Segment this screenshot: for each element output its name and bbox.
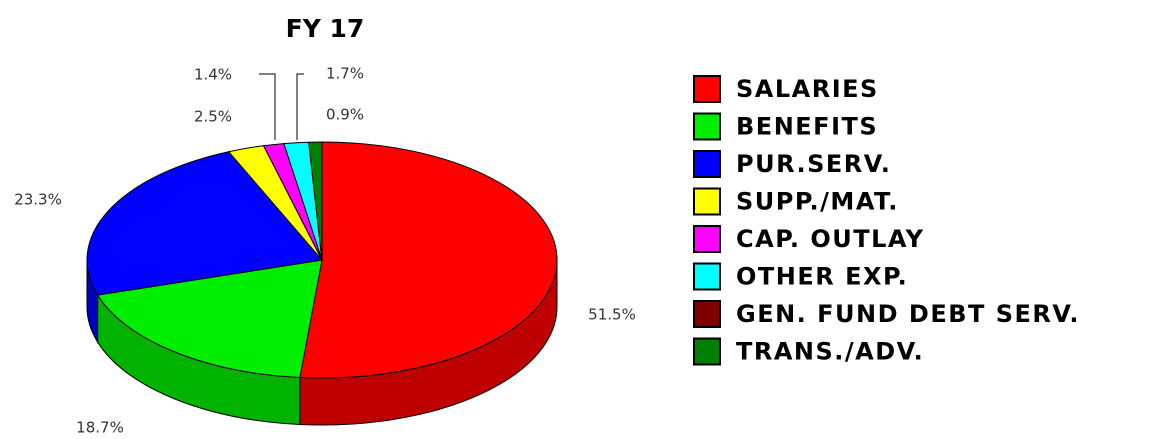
legend-swatch xyxy=(693,150,721,178)
data-label: 2.5% xyxy=(194,108,232,126)
leader-line xyxy=(259,73,276,140)
legend-swatch xyxy=(693,112,721,141)
data-label: 0.9% xyxy=(326,106,364,124)
legend-swatch xyxy=(693,300,721,328)
data-label: 1.7% xyxy=(326,65,364,83)
data-label: 51.5% xyxy=(588,306,636,324)
legend-label: PUR.SERV. xyxy=(736,150,891,178)
legend-label: OTHER EXP. xyxy=(736,263,908,291)
legend-swatch xyxy=(693,337,721,366)
data-label: 1.4% xyxy=(194,66,232,84)
legend-swatch xyxy=(693,262,721,291)
legend-label: SALARIES xyxy=(736,75,879,103)
data-label: 23.3% xyxy=(14,191,62,209)
legend-label: SUPP./MAT. xyxy=(736,188,899,216)
legend-swatch xyxy=(693,75,721,103)
legend-label: GEN. FUND DEBT SERV. xyxy=(736,300,1080,328)
slice xyxy=(308,141,323,261)
chart-title: FY 17 xyxy=(286,14,365,43)
legend-label: BENEFITS xyxy=(736,113,878,141)
legend-label: CAP. OUTLAY xyxy=(736,225,925,253)
data-label: 18.7% xyxy=(76,419,124,437)
legend-label: TRANS./ADV. xyxy=(736,338,924,366)
slice xyxy=(299,141,558,379)
slice xyxy=(86,151,323,296)
legend-swatch xyxy=(693,187,721,216)
leader-line xyxy=(296,73,304,140)
legend-swatch xyxy=(693,225,721,253)
slice xyxy=(96,259,323,378)
